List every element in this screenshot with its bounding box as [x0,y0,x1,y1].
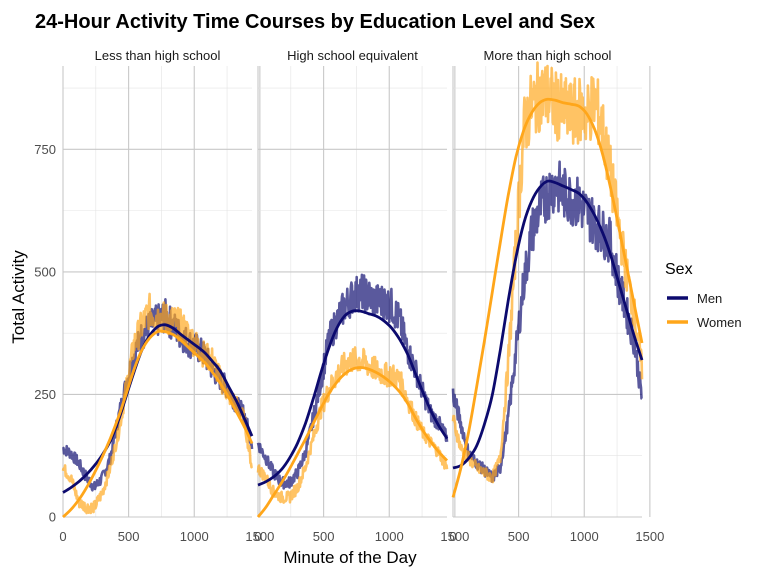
x-tick-label: 1500 [440,529,469,544]
facet-panel: High school equivalent 0 500 1000 1500 [254,48,469,544]
raw-activity-line-men [256,273,449,490]
x-tick-label: 1000 [375,529,404,544]
x-tick-label: 1500 [635,529,664,544]
x-tick-label: 500 [118,529,140,544]
legend-title: Sex [665,261,693,278]
legend-label-women: Women [697,315,742,330]
legend-label-men: Men [697,291,722,306]
facet-strip-label: Less than high school [95,48,221,63]
y-tick-label: 0 [49,510,56,525]
raw-activity-line-women [256,346,449,504]
x-tick-label: 0 [254,529,261,544]
facet-strip-label: High school equivalent [287,48,418,63]
x-tick-label: 1000 [570,529,599,544]
smooth-trend-line-women [451,97,644,498]
x-tick-label: 1000 [180,529,209,544]
x-tick-label: 500 [313,529,335,544]
y-axis-title: Total Activity [9,250,28,344]
x-tick-label: 0 [59,529,66,544]
x-tick-label: 500 [508,529,530,544]
smooth-trend-line-women [62,329,254,519]
smooth-trend-line-men [257,309,449,487]
chart-title: 24-Hour Activity Time Courses by Educati… [35,11,595,33]
facet-strip-label: More than high school [484,48,612,63]
raw-activity-line-men [451,160,643,483]
smooth-trend-line-men [452,179,644,470]
facet-panel: More than high school 0 500 1000 1500 [449,48,664,544]
x-tick-label: 0 [449,529,456,544]
smooth-trend-line-women [256,366,449,518]
y-tick-label: 250 [34,387,56,402]
raw-activity-line-women [451,61,644,484]
y-tick-label: 750 [34,142,56,157]
x-tick-label: 1500 [245,529,274,544]
legend: Sex Men Women [665,261,742,330]
y-tick-label: 500 [34,264,56,279]
smooth-trend-line-men [62,323,254,494]
x-axis-title: Minute of the Day [283,548,417,567]
